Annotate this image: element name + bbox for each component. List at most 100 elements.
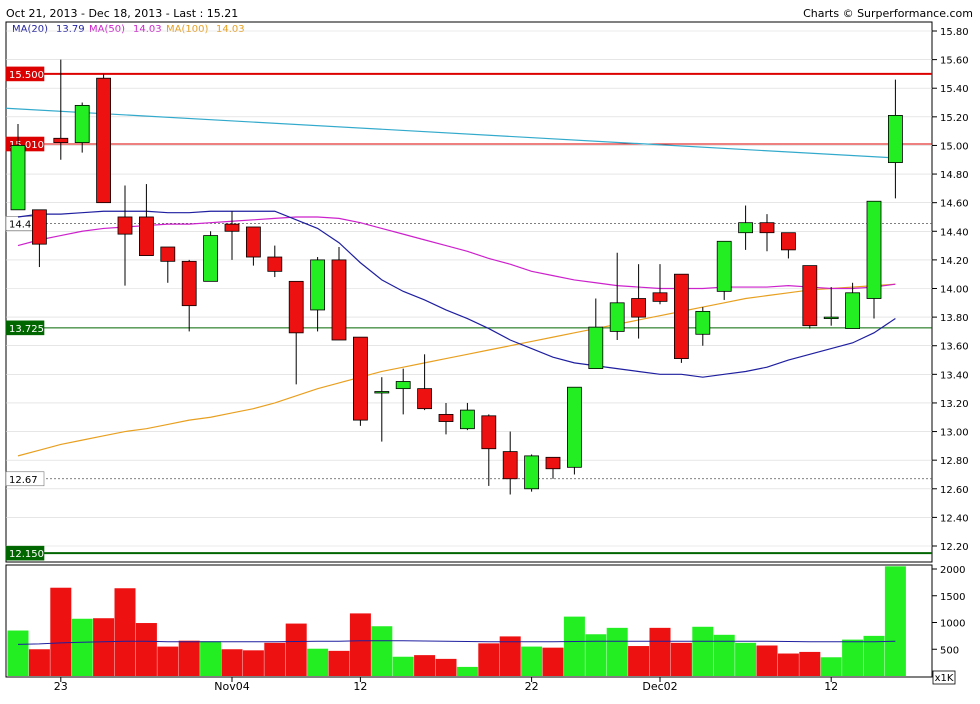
support-resistance-levels: 15.500 15.010 14.455 13.725 12.67 12.150 <box>5 66 932 561</box>
price-tick-label: 12.40 <box>940 513 969 524</box>
candle-up <box>695 310 711 335</box>
volume-panel-frame <box>5 564 933 678</box>
price-tick-label: 12.80 <box>940 456 969 467</box>
candle-down <box>288 280 304 334</box>
candle-down <box>160 246 176 262</box>
volume-bar-up <box>71 618 93 676</box>
candle-up <box>609 302 625 332</box>
date-tick-label: 22 <box>525 680 539 693</box>
price-tick-label: 15.20 <box>940 113 969 124</box>
candle-down <box>652 292 668 302</box>
price-tick-label: 13.20 <box>940 399 969 410</box>
candle-up <box>588 326 604 370</box>
candle-down <box>224 223 240 232</box>
candle-up <box>10 145 26 211</box>
volume-tick-label: 1000 <box>940 619 965 630</box>
volume-tick-label: 1500 <box>940 592 965 603</box>
price-tick-label: 14.00 <box>940 285 969 296</box>
level-label-box <box>5 320 45 336</box>
volume-bar-down <box>799 651 821 676</box>
price-tick-label: 15.80 <box>940 27 969 38</box>
volume-bar-down <box>478 643 500 676</box>
price-tick-label: 15.00 <box>940 141 969 152</box>
volume-tick-label: 500 <box>940 645 959 656</box>
volume-bar-up <box>820 657 842 676</box>
candle-up <box>866 200 882 299</box>
volume-bar-down <box>414 655 436 676</box>
candle-down <box>267 256 283 272</box>
volume-bar-down <box>670 642 692 676</box>
level-label: 12.150 <box>9 549 44 560</box>
volume-bar-down <box>649 627 671 676</box>
candle-up <box>459 409 475 430</box>
price-tick-label: 13.40 <box>940 370 969 381</box>
volume-bar-down <box>28 649 50 676</box>
candle-down <box>802 265 818 327</box>
volume-bar-up <box>842 639 864 676</box>
date-tick-label: 23 <box>54 680 68 693</box>
candle-up <box>888 115 903 164</box>
chart-credit: Charts © Surperformance.com <box>803 7 973 20</box>
date-tick-label: 12 <box>353 680 367 693</box>
date-tick-label: Dec02 <box>642 680 677 693</box>
candle-up <box>310 259 326 311</box>
ma50-line <box>17 216 896 290</box>
legend-ma20-label: MA(20) <box>12 24 48 35</box>
date-tick-label: Nov04 <box>214 680 249 693</box>
level-label: 12.67 <box>9 475 38 486</box>
candlesticks <box>10 59 903 495</box>
volume-bar-down <box>242 650 264 676</box>
volume-bar-up <box>692 626 714 676</box>
candle-up <box>395 381 411 390</box>
volume-bar-down <box>50 587 72 676</box>
volume-bar-down <box>114 588 136 676</box>
legend-ma100-value: 14.03 <box>216 24 245 35</box>
price-gridlines <box>6 30 932 547</box>
candle-up <box>374 391 390 394</box>
volume-bar-down <box>777 653 799 676</box>
moving-averages <box>17 210 896 457</box>
volume-bar-up <box>200 641 222 676</box>
legend-ma20-value: 13.79 <box>56 24 85 35</box>
candle-down <box>96 77 111 204</box>
volume-bar-up <box>606 627 628 676</box>
volume-bar-up <box>392 656 414 676</box>
candle-up <box>716 240 732 292</box>
level-label-box <box>5 545 45 561</box>
volume-unit-box <box>932 670 956 685</box>
legend-ma50-label: MA(50) <box>89 24 125 35</box>
volume-bar-down <box>285 623 307 676</box>
candle-down <box>138 216 154 256</box>
candle-down <box>481 415 497 450</box>
price-tick-label: 14.80 <box>940 170 969 181</box>
candle-up <box>524 455 539 490</box>
price-axis: 15.80 15.60 15.40 15.20 15.00 14.80 14.60 14.40… <box>932 27 969 553</box>
volume-bar-up <box>521 646 543 676</box>
price-tick-label: 15.60 <box>940 56 969 67</box>
candle-up <box>567 386 582 468</box>
candle-down <box>781 232 796 251</box>
price-panel-frame <box>5 21 933 563</box>
candle-down <box>502 451 518 480</box>
candle-up <box>845 292 860 329</box>
price-tick-label: 15.40 <box>940 84 969 95</box>
volume-bar-down <box>628 646 650 676</box>
candle-down <box>352 336 368 421</box>
volume-bar-up <box>735 642 757 676</box>
candle-down <box>53 137 69 143</box>
price-tick-label: 13.60 <box>940 342 969 353</box>
volume-bar-down <box>264 642 286 676</box>
legend-ma100-label: MA(100) <box>166 24 208 35</box>
ma20-line <box>17 210 896 378</box>
volume-average-line <box>17 640 896 645</box>
volume-bar-down <box>349 613 371 676</box>
chart-title: Oct 21, 2013 - Dec 18, 2013 - Last : 15.… <box>6 7 238 20</box>
level-label-box <box>5 66 45 82</box>
candle-down <box>674 273 689 359</box>
volume-bar-down <box>756 645 778 676</box>
level-label: 13.725 <box>9 324 44 335</box>
volume-bar-down <box>93 618 115 676</box>
volume-bar-down <box>499 636 521 676</box>
candle-up <box>74 104 90 143</box>
volume-bar-down <box>542 647 564 676</box>
